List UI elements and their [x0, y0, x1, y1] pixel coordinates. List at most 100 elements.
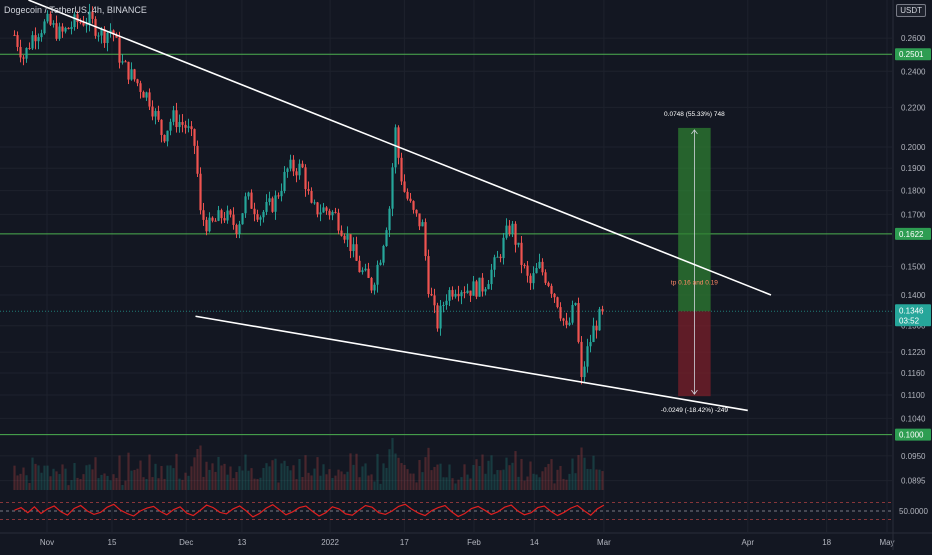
candle-body: [457, 293, 460, 297]
volume-bar: [88, 464, 91, 490]
volume-bar: [364, 463, 367, 490]
volume-bar: [61, 464, 64, 490]
candle-body: [301, 163, 304, 168]
candle-body: [169, 121, 172, 131]
trendline-lower: [195, 315, 748, 412]
long-position-tool[interactable]: 0.0748 (55.33%) 748 -0.0249 (-18.42%) -24…: [661, 111, 729, 414]
candle-body: [523, 264, 526, 266]
volume-bar: [499, 470, 502, 490]
volume-bar: [28, 482, 31, 490]
candle-body: [394, 127, 397, 168]
volume-bar: [271, 460, 274, 490]
y-tick-label: 0.1400: [901, 291, 926, 300]
last-price-tag: [895, 304, 931, 327]
volume-bar: [187, 475, 190, 490]
price-label-tag: [895, 48, 931, 61]
volume-bar: [196, 448, 199, 490]
candle-body: [250, 192, 253, 209]
volume-bar: [85, 465, 88, 490]
volume-bar: [331, 478, 334, 490]
candle-body: [535, 267, 538, 274]
volume-bar: [571, 458, 574, 490]
volume-bar: [25, 475, 28, 490]
candle-body: [76, 14, 79, 22]
volume-bar: [16, 475, 19, 490]
candle-body: [424, 222, 427, 257]
candle-body: [223, 218, 226, 221]
volume-bar: [205, 461, 208, 490]
candle-body: [187, 126, 190, 128]
last-price-text: 0.1346: [899, 306, 924, 315]
candle-body: [550, 285, 553, 294]
y-tick-label: 0.1160: [901, 369, 925, 378]
volume-bar: [589, 469, 592, 490]
volume-bar: [514, 451, 517, 490]
candle-body: [601, 309, 604, 312]
candle-body: [64, 27, 67, 32]
volume-bar: [601, 471, 604, 490]
volume-bar: [292, 465, 295, 490]
volume-bar: [355, 453, 358, 490]
volume-bar: [124, 480, 127, 490]
candle-body: [31, 35, 34, 49]
candle-body: [412, 201, 415, 210]
volume-bar: [67, 485, 70, 490]
volume-bar: [256, 478, 259, 490]
x-tick-label: 15: [108, 538, 117, 547]
volume-bar: [115, 477, 118, 490]
candle-body: [82, 22, 85, 26]
volume-bar: [433, 466, 436, 490]
volume-bar: [127, 452, 130, 490]
candle-body: [397, 127, 400, 158]
candle-body: [58, 26, 61, 39]
volume-bar: [136, 468, 139, 490]
y-tick-label: 0.2200: [901, 103, 926, 112]
candle-body: [172, 110, 175, 122]
candle-body: [289, 159, 292, 169]
currency-badge[interactable]: USDT: [896, 4, 926, 17]
candle-body: [268, 198, 271, 202]
candle-body: [298, 163, 301, 176]
candle-body: [253, 208, 256, 215]
candle-body: [79, 21, 82, 23]
volume-bar: [235, 472, 238, 490]
volume-bar: [574, 473, 577, 490]
candle-body: [349, 234, 352, 252]
horizontal-levels: [0, 53, 892, 436]
candle-body: [103, 29, 106, 43]
candle-body: [127, 61, 130, 80]
volume-bar: [373, 481, 376, 490]
candle-body: [292, 159, 295, 172]
candle-body: [592, 325, 595, 343]
candle-body: [247, 192, 250, 197]
volume-bar: [157, 478, 160, 490]
candle-body: [553, 293, 556, 298]
price-label-text: 0.2501: [899, 50, 924, 59]
volume-bar: [544, 467, 547, 490]
volume-bar: [91, 469, 94, 490]
candle-body: [67, 27, 70, 29]
trendlines[interactable]: [28, 0, 772, 412]
volume-bar: [358, 477, 361, 490]
volume-bar: [19, 473, 22, 490]
volume-bar: [244, 454, 247, 490]
volume-bar: [439, 463, 442, 490]
volume-bar: [361, 466, 364, 490]
candle-body: [262, 211, 265, 218]
volume-bar: [517, 476, 520, 490]
candle-body: [481, 277, 484, 292]
candle-body: [13, 34, 16, 36]
volume-bar: [427, 447, 430, 490]
candle-body: [34, 35, 37, 42]
candle-body: [130, 69, 133, 80]
candle-body: [529, 275, 532, 284]
volume-bar: [547, 463, 550, 490]
volume-bar: [295, 479, 298, 490]
candle-body: [508, 225, 511, 234]
candle-body: [181, 122, 184, 125]
y-tick-label: 0.1800: [901, 187, 926, 196]
candle-body: [439, 305, 442, 329]
